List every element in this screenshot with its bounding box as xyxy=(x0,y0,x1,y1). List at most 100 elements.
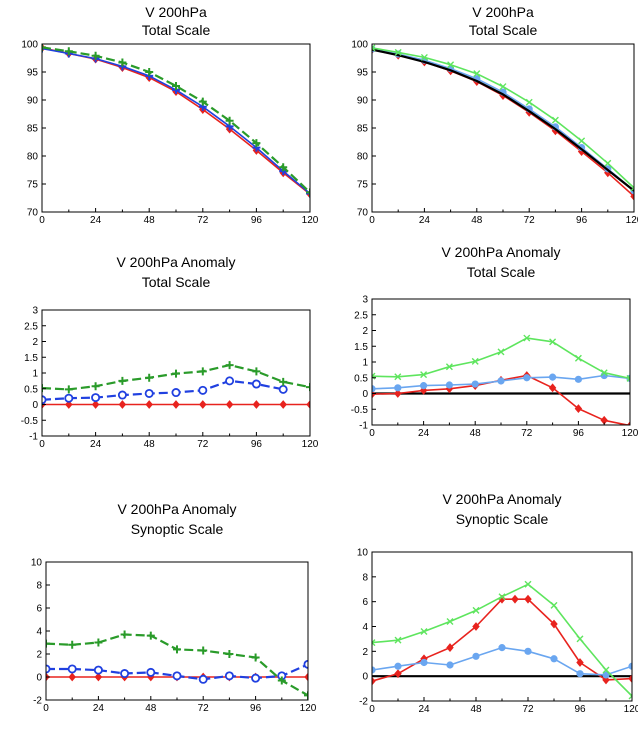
series-3-point xyxy=(251,653,260,662)
y-tick-label: -2 xyxy=(33,696,42,707)
series-1-line xyxy=(372,48,634,197)
series-4-point xyxy=(372,44,376,52)
series-2-point xyxy=(251,379,261,389)
series-1-line xyxy=(42,47,310,195)
series-1-point xyxy=(172,400,180,409)
series-3-point xyxy=(497,377,505,385)
plot-frame xyxy=(41,43,311,213)
series-4-point xyxy=(446,618,454,626)
x-tick-label: 48 xyxy=(471,215,483,226)
series-4-point xyxy=(576,635,584,643)
series-3-point xyxy=(198,97,207,106)
series-4-point xyxy=(551,116,559,124)
series-4-point xyxy=(394,48,402,56)
x-tick-label: 120 xyxy=(302,215,319,226)
x-tick-label: 0 xyxy=(39,215,45,226)
series-4-point xyxy=(578,137,586,145)
series-4-point xyxy=(394,373,402,381)
series-2-line xyxy=(42,379,284,401)
series-2-point xyxy=(394,389,402,398)
y-tick-label: 1.5 xyxy=(354,342,368,353)
plot-area xyxy=(46,630,308,700)
series-3-point xyxy=(523,374,531,382)
chart-title: V 200hPa xyxy=(472,4,534,20)
y-tick-label: 2 xyxy=(36,650,42,661)
series-4-point xyxy=(497,348,505,356)
series-3-point xyxy=(419,382,428,390)
series-1-point xyxy=(225,400,234,409)
series-2-point xyxy=(172,671,182,681)
y-tick-label: 0 xyxy=(362,389,368,400)
x-tick-label: 24 xyxy=(419,215,431,226)
y-tick-label: 2 xyxy=(362,326,368,337)
y-tick-label: 6 xyxy=(36,604,42,615)
series-2-line xyxy=(42,47,310,195)
series-3-point xyxy=(42,384,46,393)
series-3-line xyxy=(372,48,634,192)
y-tick-label: 4 xyxy=(362,622,368,633)
series-4-point xyxy=(473,70,481,78)
series-3-point xyxy=(172,369,180,378)
y-tick-label: 2 xyxy=(362,647,368,658)
chart-panel-2: V 200hPa Total Scale 0 24 48 72 96 120 70 75 80 85 9… xyxy=(351,4,638,226)
series-3-point xyxy=(252,367,261,376)
x-tick-label: 96 xyxy=(573,428,585,439)
series-3-point xyxy=(120,630,129,639)
plot-frame xyxy=(371,551,633,702)
series-2-point xyxy=(628,674,632,684)
series-4-point xyxy=(604,159,612,167)
series-3-line xyxy=(42,46,310,194)
series-3-point xyxy=(372,666,376,674)
y-tick-label: 85 xyxy=(27,124,39,135)
x-tick-label: 72 xyxy=(524,215,536,226)
x-tick-label: 0 xyxy=(369,704,375,715)
x-tick-label: 24 xyxy=(90,215,102,226)
y-tick-label: 1 xyxy=(32,369,38,380)
series-3-point xyxy=(472,652,480,660)
series-3-point xyxy=(446,661,454,669)
series-4-point xyxy=(420,627,428,635)
series-3-line xyxy=(46,633,308,697)
y-tick-label: 8 xyxy=(362,572,368,583)
x-tick-label: 72 xyxy=(197,215,209,226)
y-tick-label: 85 xyxy=(357,124,369,135)
y-tick-label: -1 xyxy=(29,432,38,443)
series-3-point xyxy=(64,385,73,394)
series-1-point xyxy=(306,400,310,409)
series-3-point xyxy=(199,646,208,655)
series-3-point xyxy=(304,691,308,700)
series-2-point xyxy=(550,619,558,629)
y-tick-label: 6 xyxy=(362,597,368,608)
x-tick-label: 48 xyxy=(144,215,156,226)
series-2-point xyxy=(372,676,376,686)
series-3-point xyxy=(172,82,180,90)
plot-area xyxy=(372,580,632,700)
y-tick-label: 0.5 xyxy=(24,384,38,395)
series-2-point xyxy=(144,388,154,398)
x-tick-label: 120 xyxy=(626,215,638,226)
series-3-point xyxy=(68,640,77,649)
series-4-point xyxy=(372,639,376,647)
series-3-point xyxy=(394,662,402,670)
series-2-point xyxy=(524,594,532,604)
y-tick-label: -2 xyxy=(359,697,368,708)
y-tick-label: 1.5 xyxy=(24,353,38,364)
x-tick-label: 48 xyxy=(145,703,157,714)
series-3-point xyxy=(42,44,46,52)
series-4-point xyxy=(447,61,455,69)
series-3-point xyxy=(445,381,453,389)
series-2-point xyxy=(574,404,583,414)
y-tick-label: 2 xyxy=(32,337,38,348)
x-tick-label: 72 xyxy=(522,704,534,715)
chart-subtitle: Total Scale xyxy=(469,22,538,38)
series-1-point xyxy=(118,400,127,409)
chart-subtitle: Total Scale xyxy=(142,274,211,290)
series-4-point xyxy=(600,369,608,377)
plot-frame xyxy=(371,298,631,426)
series-3-point xyxy=(394,384,402,392)
series-3-point xyxy=(225,361,234,370)
series-3-point xyxy=(277,676,286,685)
series-3-point xyxy=(471,380,479,388)
